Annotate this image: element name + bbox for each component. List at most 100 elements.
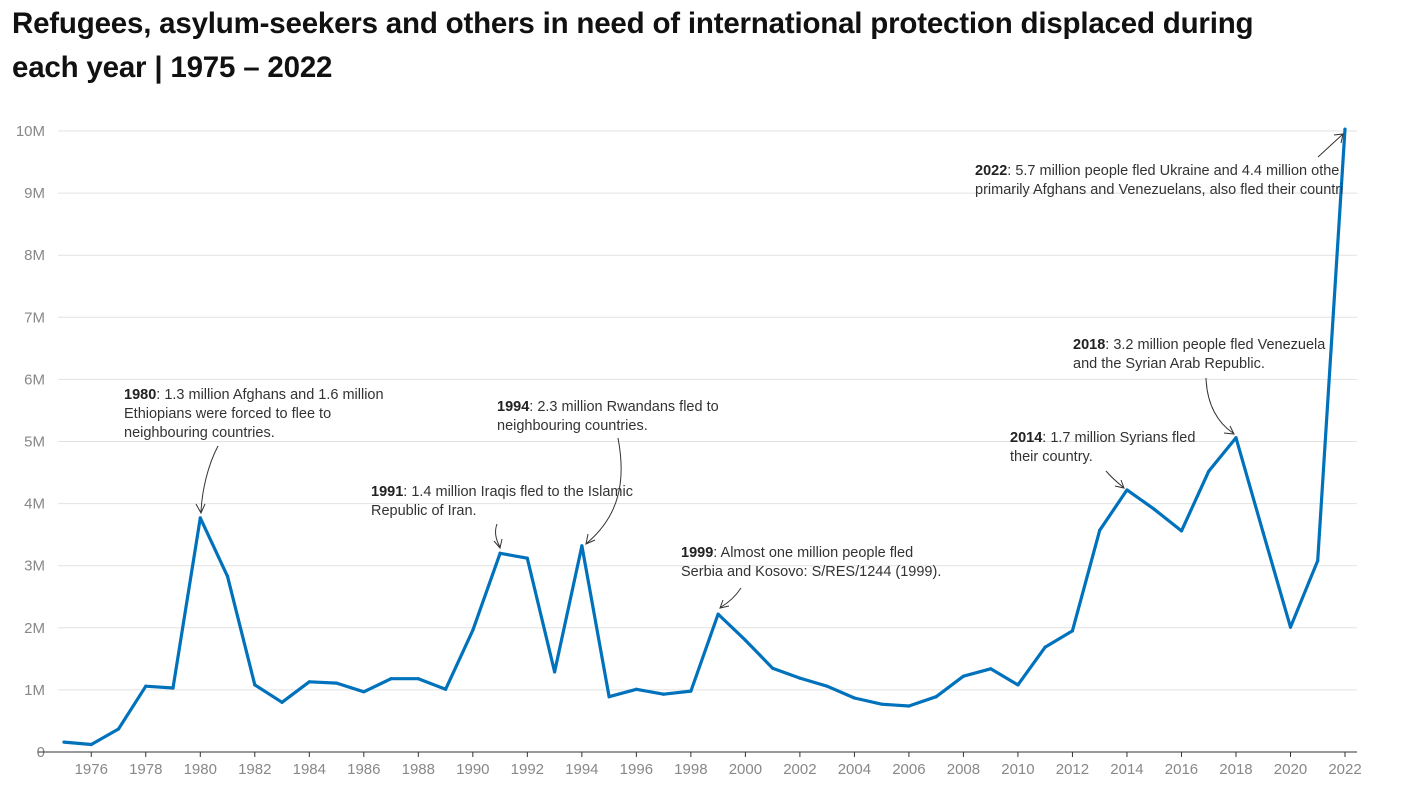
x-tick-label: 1990 <box>456 761 489 778</box>
y-tick-label: 6M <box>24 371 45 388</box>
data-point-1977 <box>116 727 121 731</box>
x-tick-label: 1996 <box>620 761 653 778</box>
data-point-1983 <box>280 700 284 704</box>
data-point-2007 <box>934 695 938 699</box>
x-tick-label: 2020 <box>1274 761 1307 778</box>
data-point-2018 <box>1234 436 1238 440</box>
annotation-1980: 1980: 1.3 million Afghans and 1.6 millio… <box>124 387 384 441</box>
chart-title: Refugees, asylum-seekers and others in n… <box>12 7 1254 84</box>
data-point-2022 <box>1343 127 1347 131</box>
series-line <box>63 128 1347 747</box>
data-point-1998 <box>689 689 693 693</box>
x-tick-label: 1988 <box>402 761 435 778</box>
y-tick-label: 7M <box>24 309 45 326</box>
data-point-1997 <box>662 692 666 696</box>
arrow-1999 <box>719 587 742 609</box>
data-point-2000 <box>743 638 747 642</box>
data-point-1999 <box>716 612 720 616</box>
x-tick-label: 2014 <box>1110 761 1143 778</box>
data-point-2011 <box>1043 645 1047 649</box>
x-tick-label: 2000 <box>729 761 762 778</box>
data-point-2008 <box>961 674 966 678</box>
data-point-2010 <box>1016 683 1020 687</box>
series-line-group <box>62 127 1347 747</box>
data-point-2009 <box>989 667 993 671</box>
data-point-2004 <box>852 696 857 700</box>
data-point-1995 <box>607 695 611 699</box>
arrow-1994 <box>585 437 622 545</box>
x-tick-label: 2010 <box>1001 761 1034 778</box>
y-tick-label: 8M <box>24 247 45 264</box>
annotation-1991: 1991: 1.4 million Iraqis fled to the Isl… <box>371 484 633 519</box>
data-point-2016 <box>1179 529 1184 533</box>
data-point-1976 <box>89 742 93 747</box>
data-point-1981 <box>225 574 230 578</box>
annotation-2022: 2022: 5.7 million people fled Ukraine an… <box>975 163 1344 198</box>
x-axis-ticks: 1976 1978 1980 1982 1984 1986 1988 1990 1992 1994… <box>75 752 1362 778</box>
data-point-1985 <box>334 681 339 685</box>
annotation-2018: 2018: 3.2 million people fled Venezuela a… <box>1073 337 1326 372</box>
data-point-1984 <box>307 680 311 684</box>
data-point-2015 <box>1152 507 1156 511</box>
data-point-2006 <box>907 704 911 708</box>
data-point-1987 <box>389 677 393 681</box>
x-tick-label: 2016 <box>1165 761 1198 778</box>
arrow-2018 <box>1205 377 1235 435</box>
x-tick-label: 2022 <box>1328 761 1361 778</box>
arrow-1991 <box>493 523 503 550</box>
x-tick-label: 1984 <box>293 761 326 778</box>
gridlines <box>58 130 1357 691</box>
x-tick-label: 1986 <box>347 761 380 778</box>
annotation-2014: 2014: 1.7 million Syrians fled their coun… <box>1010 430 1196 465</box>
data-point-1978 <box>144 684 148 688</box>
data-point-2019 <box>1261 531 1265 535</box>
x-tick-label: 2008 <box>947 761 980 778</box>
y-tick-label: 2M <box>24 620 45 637</box>
data-point-2020 <box>1288 625 1293 629</box>
annotation-1994: 1994: 2.3 million Rwandans fled to neighb… <box>497 399 719 434</box>
x-tick-label: 1994 <box>565 761 598 778</box>
x-tick-label: 2002 <box>783 761 816 778</box>
data-point-2001 <box>771 666 775 670</box>
x-tick-label: 2018 <box>1219 761 1252 778</box>
annotation-1999: 1999: Almost one million people fled Serb… <box>681 545 942 580</box>
x-tick-label: 2006 <box>892 761 925 778</box>
x-tick-label: 2012 <box>1056 761 1089 778</box>
data-point-1991 <box>498 551 502 555</box>
y-tick-label: 4M <box>24 496 45 513</box>
data-point-1979 <box>171 686 175 690</box>
data-point-2003 <box>825 684 829 688</box>
arrow-2022 <box>1317 133 1344 158</box>
data-point-1992 <box>525 556 529 560</box>
data-point-1989 <box>443 687 448 691</box>
data-point-1986 <box>362 690 366 694</box>
data-point-2017 <box>1207 469 1211 473</box>
x-tick-label: 1998 <box>674 761 707 778</box>
annotation-arrows <box>195 133 1344 609</box>
data-point-1980 <box>198 516 202 520</box>
data-point-1982 <box>253 683 257 687</box>
data-point-2012 <box>1070 629 1075 633</box>
x-tick-label: 2004 <box>838 761 871 778</box>
x-tick-label: 1978 <box>129 761 162 778</box>
data-point-1990 <box>471 628 475 632</box>
y-tick-label: 9M <box>24 185 45 202</box>
y-tick-label: 1M <box>24 682 45 699</box>
x-tick-label: 1982 <box>238 761 271 778</box>
data-point-2021 <box>1316 559 1320 563</box>
arrow-2014 <box>1105 470 1125 489</box>
y-tick-label: 5M <box>24 434 45 451</box>
data-point-1994 <box>580 544 584 548</box>
x-tick-label: 1980 <box>184 761 217 778</box>
arrow-1980 <box>195 445 219 515</box>
x-tick-label: 1976 <box>75 761 108 778</box>
data-point-1975 <box>62 740 66 744</box>
y-tick-label: 3M <box>24 558 45 575</box>
data-point-2002 <box>798 676 802 680</box>
data-point-1988 <box>416 677 420 681</box>
x-tick-label: 1992 <box>511 761 544 778</box>
data-point-2014 <box>1125 488 1129 492</box>
data-point-2013 <box>1098 528 1102 532</box>
